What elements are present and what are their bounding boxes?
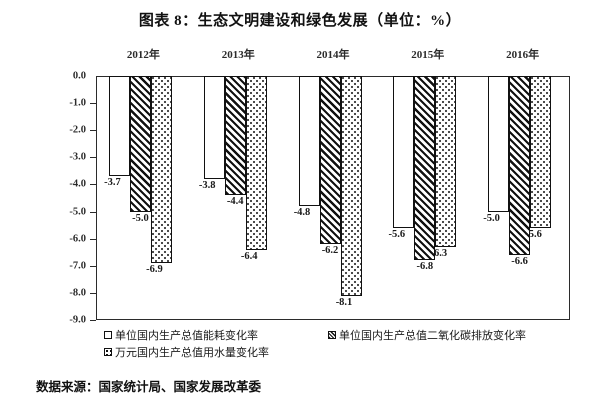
x-axis-category-label: 2016年 (506, 49, 540, 61)
y-axis-tick-label: -3.0 (69, 151, 86, 163)
x-axis-category-label: 2014年 (316, 49, 350, 61)
y-axis-tick (90, 320, 96, 321)
y-axis-tick (90, 130, 96, 132)
bar-value-label: -6.8 (416, 261, 434, 273)
bar-value-label: -5.6 (388, 228, 406, 240)
x-axis-category-label: 2013年 (221, 49, 255, 61)
bar[interactable] (245, 76, 267, 250)
legend-swatch-hatch-icon (328, 331, 336, 339)
bar[interactable] (150, 76, 172, 264)
bar[interactable] (319, 76, 341, 245)
y-axis-tick-label: -7.0 (69, 260, 86, 272)
bar-value-label: -5.0 (132, 212, 149, 224)
y-axis-tick (90, 292, 96, 294)
bar-value-label: -6.2 (321, 245, 339, 257)
bar[interactable] (488, 76, 510, 212)
y-axis-tick-label: -5.0 (69, 206, 86, 218)
bar[interactable] (393, 76, 415, 228)
y-axis-tick-label: -8.0 (69, 287, 86, 299)
bar-value-label: -4.8 (293, 207, 311, 219)
bar-value-label: -6.6 (511, 255, 528, 267)
bar[interactable] (298, 76, 320, 207)
y-axis-tick (90, 157, 96, 159)
bar[interactable] (530, 76, 552, 228)
bar[interactable] (203, 76, 225, 180)
legend-label: 万元国内生产总值用水量变化率 (115, 347, 269, 359)
bar-value-label: -6.9 (146, 264, 163, 276)
bar-value-label: -6.4 (240, 250, 258, 262)
bar[interactable] (509, 76, 531, 255)
bar[interactable] (108, 76, 130, 177)
bar-value-label: -4.4 (226, 196, 244, 208)
bar[interactable] (224, 76, 246, 196)
bar[interactable] (340, 76, 362, 296)
legend-swatch-empty-icon (104, 331, 112, 339)
y-axis-tick-label: 0.0 (72, 70, 86, 82)
bar-value-label: -5.0 (483, 212, 500, 224)
bar-value-label: -3.7 (104, 177, 121, 189)
legend-swatch-dots-icon (104, 348, 112, 356)
legend-item-water[interactable]: 万元国内生产总值用水量变化率 (104, 344, 269, 360)
bar[interactable] (435, 76, 457, 247)
y-axis-tick (90, 184, 96, 186)
chart-legend: 单位国内生产总值能耗变化率 单位国内生产总值二氧化碳排放变化率 万元国内生产总值… (96, 327, 570, 365)
x-axis-category-label: 2015年 (411, 49, 445, 61)
bar[interactable] (414, 76, 436, 261)
legend-item-co2[interactable]: 单位国内生产总值二氧化碳排放变化率 (328, 327, 526, 343)
y-axis-tick-label: -9.0 (69, 314, 86, 326)
legend-label: 单位国内生产总值能耗变化率 (115, 330, 258, 342)
x-axis-category-label: 2012年 (126, 49, 160, 61)
y-axis-tick (90, 265, 96, 267)
bar-value-label: -5.6 (525, 228, 542, 240)
source-note: 数据来源：国家统计局、国家发展改革委 (36, 380, 262, 394)
bar-value-label: -3.8 (198, 180, 216, 192)
y-axis-tick (90, 211, 96, 213)
y-axis-tick (90, 238, 96, 240)
y-axis-tick-label: -2.0 (69, 124, 86, 136)
y-axis-tick-label: -4.0 (69, 178, 86, 190)
page-title: 图表 8：生态文明建设和绿色发展（单位：%） (138, 13, 462, 29)
y-axis-tick (90, 103, 96, 105)
y-axis-tick-label: -6.0 (69, 233, 86, 245)
legend-item-energy[interactable]: 单位国内生产总值能耗变化率 (104, 327, 258, 343)
bar-value-label: -8.1 (335, 296, 353, 308)
bar[interactable] (129, 76, 151, 212)
bar-value-label: -6.3 (430, 247, 448, 259)
y-axis-tick-label: -1.0 (69, 97, 86, 109)
legend-label: 单位国内生产总值二氧化碳排放变化率 (339, 330, 526, 342)
